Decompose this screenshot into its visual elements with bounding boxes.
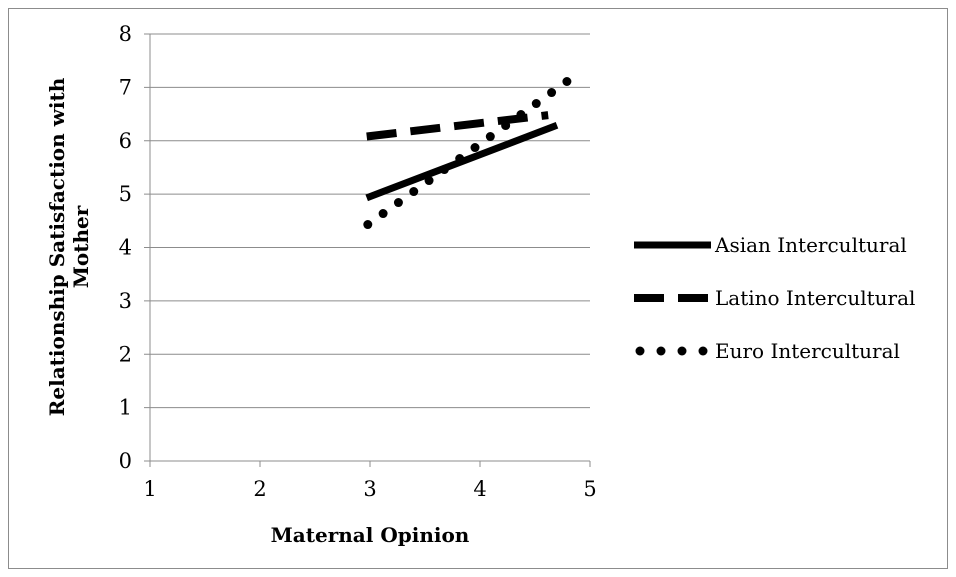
y-tick-label: 3 xyxy=(119,289,132,313)
series-marker-euro-intercultural xyxy=(424,176,434,186)
x-tick-label: 3 xyxy=(363,477,376,501)
x-tick-labels: 1 2 3 4 5 xyxy=(143,477,596,501)
x-tick-label: 5 xyxy=(583,477,596,501)
y-axis-title-line-2: Mother xyxy=(69,205,93,288)
series-lines xyxy=(363,77,572,230)
series-marker-euro-intercultural xyxy=(516,110,526,120)
y-tick-label: 7 xyxy=(119,75,132,99)
series-marker-euro-intercultural xyxy=(363,220,373,230)
legend-label: Euro Intercultural xyxy=(715,339,900,363)
x-tick-label: 1 xyxy=(143,477,156,501)
series-marker-euro-intercultural xyxy=(455,154,465,164)
series-line-latino-intercultural xyxy=(366,111,549,141)
chart-frame xyxy=(8,8,948,569)
x-tick-label: 2 xyxy=(253,477,266,501)
y-tick-label: 1 xyxy=(119,396,132,420)
y-axis-title-line-1: Relationship Satisfaction with xyxy=(45,77,69,416)
series-marker-euro-intercultural xyxy=(547,88,557,98)
y-tick-label: 2 xyxy=(119,342,132,366)
series-marker-euro-intercultural xyxy=(562,77,572,87)
y-tick-label: 5 xyxy=(119,182,132,206)
legend: Asian Intercultural Latino Intercultural E… xyxy=(634,233,915,363)
y-tick-label: 8 xyxy=(119,22,132,46)
axes xyxy=(144,33,591,467)
y-tick-label: 4 xyxy=(119,236,132,260)
legend-swatch-euro-intercultural xyxy=(635,346,645,356)
y-axis-title: Relationship Satisfaction with Mother xyxy=(45,77,93,416)
series-marker-euro-intercultural xyxy=(439,165,449,175)
legend-swatch-euro-intercultural xyxy=(698,346,708,356)
series-marker-euro-intercultural xyxy=(470,143,480,153)
legend-swatch-euro-intercultural xyxy=(677,346,687,356)
series-marker-euro-intercultural xyxy=(378,209,388,219)
series-marker-euro-intercultural xyxy=(409,187,419,197)
y-tick-label: 6 xyxy=(119,129,132,153)
series-marker-euro-intercultural xyxy=(531,99,541,109)
y-tick-labels: 0 1 2 3 4 5 6 7 8 xyxy=(119,22,132,473)
series-marker-euro-intercultural xyxy=(501,121,511,131)
series-marker-euro-intercultural xyxy=(485,132,495,142)
legend-label: Latino Intercultural xyxy=(715,286,915,310)
x-tick-label: 4 xyxy=(473,477,486,501)
legend-label: Asian Intercultural xyxy=(714,233,907,257)
series-marker-euro-intercultural xyxy=(393,198,403,208)
x-axis-title: Maternal Opinion xyxy=(271,523,470,547)
y-tick-label: 0 xyxy=(119,449,132,473)
legend-swatch-euro-intercultural xyxy=(656,346,666,356)
